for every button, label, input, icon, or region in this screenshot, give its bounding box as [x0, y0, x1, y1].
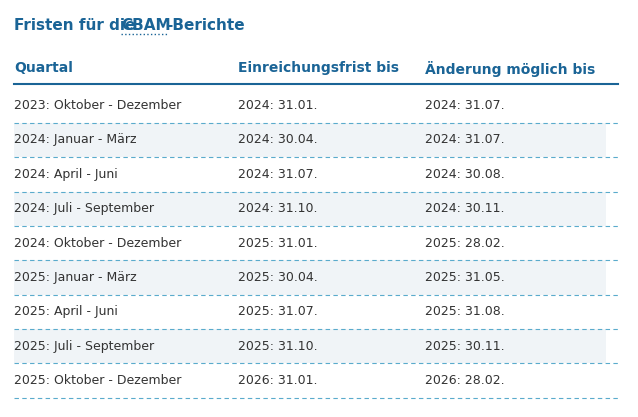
Text: 2024: April - Juni: 2024: April - Juni	[14, 168, 117, 181]
Text: 2024: 30.04.: 2024: 30.04.	[238, 133, 318, 146]
Bar	[14, 88, 606, 123]
Text: Änderung möglich bis: Änderung möglich bis	[425, 61, 595, 78]
Text: 2024: 30.08.: 2024: 30.08.	[425, 168, 505, 181]
Text: 2025: Oktober - Dezember: 2025: Oktober - Dezember	[14, 374, 181, 387]
Text: Quartal: Quartal	[14, 61, 73, 75]
Bar	[14, 295, 606, 329]
Text: 2024: 31.07.: 2024: 31.07.	[425, 133, 505, 146]
Text: 2024: 31.07.: 2024: 31.07.	[238, 168, 318, 181]
Bar	[14, 123, 606, 157]
Text: CBAM: CBAM	[121, 18, 171, 33]
Text: 2024: Juli - September: 2024: Juli - September	[14, 202, 154, 215]
Text: 2024: Oktober - Dezember: 2024: Oktober - Dezember	[14, 236, 181, 250]
Bar	[14, 157, 606, 191]
Text: 2024: Januar - März: 2024: Januar - März	[14, 133, 137, 146]
Text: 2025: 31.07.: 2025: 31.07.	[238, 305, 318, 318]
Bar	[14, 329, 606, 364]
Text: 2024: 31.07.: 2024: 31.07.	[425, 99, 505, 112]
Text: 2025: Juli - September: 2025: Juli - September	[14, 340, 154, 353]
Bar	[14, 260, 606, 295]
Text: 2025: 31.05.: 2025: 31.05.	[425, 271, 505, 284]
Text: 2024: 31.10.: 2024: 31.10.	[238, 202, 318, 215]
Text: 2025: 31.01.: 2025: 31.01.	[238, 236, 318, 250]
Text: 2025: 31.08.: 2025: 31.08.	[425, 305, 505, 318]
Bar	[14, 364, 606, 398]
Text: 2024: 30.11.: 2024: 30.11.	[425, 202, 505, 215]
Bar	[14, 226, 606, 260]
Text: -Berichte: -Berichte	[167, 18, 245, 33]
Text: 2025: April - Juni: 2025: April - Juni	[14, 305, 118, 318]
Text: 2025: Januar - März: 2025: Januar - März	[14, 271, 137, 284]
Text: 2023: Oktober - Dezember: 2023: Oktober - Dezember	[14, 99, 181, 112]
Text: 2026: 31.01.: 2026: 31.01.	[238, 374, 318, 387]
Text: Einreichungsfrist bis: Einreichungsfrist bis	[238, 61, 399, 75]
Text: 2026: 28.02.: 2026: 28.02.	[425, 374, 505, 387]
Text: 2025: 28.02.: 2025: 28.02.	[425, 236, 505, 250]
Bar	[14, 191, 606, 226]
Text: 2025: 30.11.: 2025: 30.11.	[425, 340, 505, 353]
Text: Fristen für die: Fristen für die	[14, 18, 140, 33]
Text: 2024: 31.01.: 2024: 31.01.	[238, 99, 318, 112]
Text: 2025: 31.10.: 2025: 31.10.	[238, 340, 318, 353]
Text: 2025: 30.04.: 2025: 30.04.	[238, 271, 318, 284]
